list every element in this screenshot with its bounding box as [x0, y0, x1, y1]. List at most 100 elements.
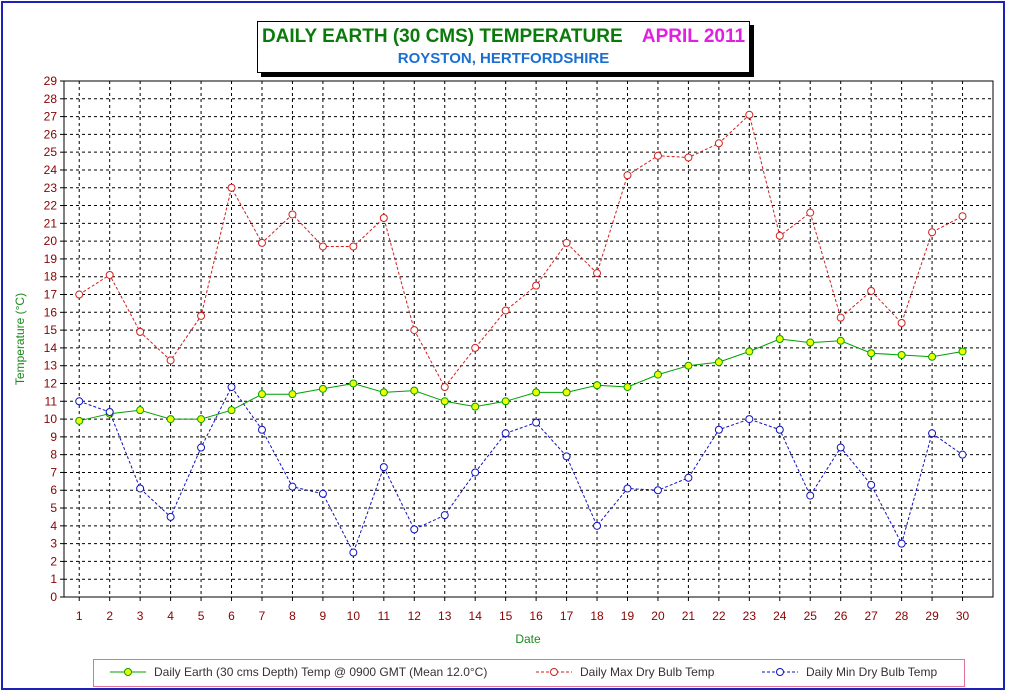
x-tick-label: 5 — [198, 609, 205, 623]
data-point-earth — [867, 349, 876, 358]
x-tick-label: 29 — [925, 609, 939, 623]
x-tick-label: 13 — [438, 609, 452, 623]
chart-title-box: DAILY EARTH (30 CMS) TEMPERATURE APRIL 2… — [257, 21, 750, 73]
y-tick-label: 27 — [44, 110, 58, 124]
data-point-earth — [197, 415, 206, 424]
data-point-earth — [257, 390, 266, 399]
x-axis-label: Date — [515, 632, 541, 646]
x-tick-label: 16 — [529, 609, 543, 623]
chart-title-main: DAILY EARTH (30 CMS) TEMPERATURE — [261, 26, 623, 47]
data-point-earth — [653, 370, 662, 379]
data-point-earth — [714, 358, 723, 367]
grid — [64, 80, 993, 597]
series-line-min — [79, 386, 963, 554]
y-tick-label: 8 — [50, 448, 57, 462]
series-line-max — [78, 113, 963, 388]
legend-item-earth: Daily Earth (30 cms Depth) Temp @ 0900 G… — [108, 665, 487, 679]
data-point-max — [623, 171, 632, 180]
plot-area — [63, 80, 994, 598]
data-point-min — [75, 397, 84, 406]
data-point-max — [105, 270, 114, 279]
x-tick-label: 6 — [228, 609, 235, 623]
data-point-min — [714, 425, 723, 434]
data-point-min — [349, 548, 358, 557]
data-point-earth — [958, 347, 967, 356]
legend-label-earth: Daily Earth (30 cms Depth) Temp @ 0900 G… — [154, 665, 488, 679]
legend-item-min: Daily Min Dry Bulb Temp — [760, 665, 937, 679]
data-point-min — [379, 463, 388, 472]
data-point-min — [227, 383, 236, 392]
data-point-min — [166, 512, 175, 521]
x-tick-label: 28 — [895, 609, 909, 623]
data-point-min — [653, 486, 662, 495]
data-point-earth — [775, 335, 784, 343]
data-point-max — [379, 214, 388, 223]
x-tick-label: 12 — [408, 609, 422, 623]
data-point-earth — [288, 390, 297, 399]
data-point-max — [836, 313, 845, 322]
x-tick-label: 22 — [712, 609, 726, 623]
x-tick-label: 21 — [682, 609, 696, 623]
data-point-earth — [501, 397, 510, 406]
data-point-max — [349, 242, 358, 251]
data-point-min — [410, 525, 419, 534]
data-point-earth — [471, 402, 480, 411]
data-point-max — [410, 326, 419, 335]
data-point-max — [653, 151, 662, 160]
x-tick-label: 7 — [259, 609, 266, 623]
axes: 0123456789101112131415161718192021222324… — [44, 74, 994, 623]
data-point-max — [806, 208, 815, 217]
data-point-earth — [562, 388, 571, 397]
legend-label-min: Daily Min Dry Bulb Temp — [806, 665, 938, 679]
legend-max-marker-icon — [536, 668, 572, 676]
data-point-min — [501, 429, 510, 438]
y-tick-label: 22 — [44, 199, 58, 213]
x-tick-label: 8 — [289, 609, 296, 623]
data-point-earth — [318, 384, 327, 393]
data-point-earth — [806, 338, 815, 347]
y-tick-label: 16 — [44, 305, 58, 319]
y-tick-label: 1 — [50, 572, 57, 586]
data-point-max — [532, 281, 541, 290]
y-tick-label: 17 — [44, 288, 58, 302]
y-tick-label: 23 — [44, 181, 58, 195]
y-tick-label: 29 — [44, 74, 58, 88]
series-layer — [75, 110, 967, 557]
legend-min-marker-icon — [762, 668, 798, 676]
data-point-max — [714, 139, 723, 148]
data-point-earth — [532, 388, 541, 397]
data-point-min — [105, 407, 114, 416]
legend-label-max: Daily Max Dry Bulb Temp — [580, 665, 715, 679]
data-point-min — [684, 473, 693, 482]
y-tick-label: 11 — [45, 394, 58, 408]
chart-title-month: APRIL 2011 — [641, 26, 746, 47]
data-point-earth — [928, 352, 937, 361]
data-point-max — [501, 306, 510, 315]
data-point-min — [471, 468, 480, 477]
y-tick-label: 10 — [44, 412, 58, 426]
y-tick-label: 13 — [44, 359, 58, 373]
data-point-max — [440, 383, 449, 392]
data-point-max — [684, 153, 693, 162]
y-tick-label: 19 — [44, 252, 58, 266]
data-point-max — [318, 242, 327, 251]
x-tick-label: 2 — [106, 609, 113, 623]
legend: Daily Earth (30 cms Depth) Temp @ 0900 G… — [93, 659, 965, 687]
data-point-min — [897, 539, 906, 548]
data-point-max — [775, 231, 784, 240]
data-point-max — [136, 327, 145, 336]
data-point-min — [440, 511, 449, 520]
y-tick-label: 24 — [44, 163, 58, 177]
x-tick-label: 15 — [499, 609, 513, 623]
data-point-earth — [379, 388, 388, 397]
x-tick-label: 24 — [773, 609, 787, 623]
data-point-max — [562, 238, 571, 247]
y-tick-label: 7 — [50, 465, 57, 479]
x-tick-label: 19 — [621, 609, 635, 623]
data-point-earth — [166, 415, 175, 424]
x-tick-label: 1 — [76, 609, 83, 623]
x-tick-label: 25 — [804, 609, 818, 623]
x-tick-label: 20 — [651, 609, 665, 623]
